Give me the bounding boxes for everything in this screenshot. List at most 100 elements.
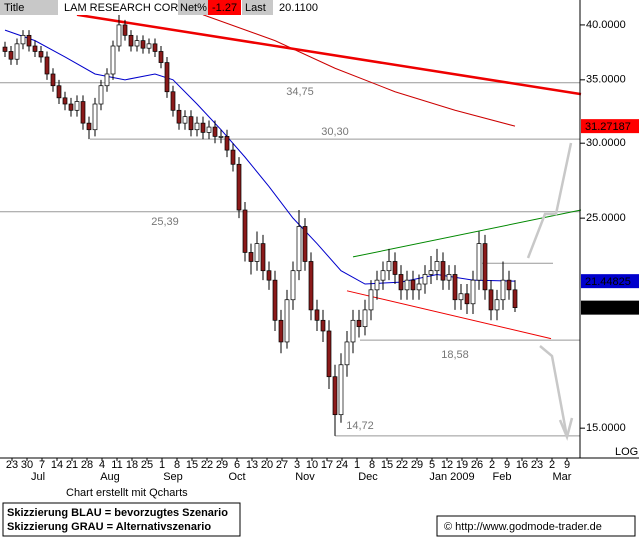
candle-body — [170, 91, 176, 111]
candle-body — [326, 330, 332, 378]
candle-body — [164, 62, 170, 93]
x-tick-label: 22 — [396, 459, 408, 471]
candle-body — [482, 243, 488, 291]
x-tick-label: 12 — [441, 459, 453, 471]
candle-body — [236, 163, 242, 211]
candle-body — [218, 136, 224, 138]
candle-body — [500, 279, 506, 301]
candle-body — [290, 270, 296, 301]
candle-body — [512, 289, 518, 308]
price-tag-label: 20.1100 — [585, 303, 624, 315]
y-tick-label: 30.0000 — [586, 137, 626, 149]
level-label: 14,72 — [346, 420, 374, 432]
note-blue: Skizzierung BLAU = bevorzugtes Szenario — [7, 507, 228, 519]
month-label: Nov — [295, 471, 315, 483]
y-tick-label: 35.0000 — [586, 74, 626, 86]
candle-body — [428, 270, 434, 275]
plot-area: 34,75 30,30 25,39 18,58 14,72 — [0, 13, 582, 437]
sketch-down — [539, 345, 569, 438]
level-label: 34,75 — [286, 86, 314, 98]
candle-body — [26, 34, 32, 47]
x-tick-label: 30 — [21, 459, 33, 471]
candle-body — [296, 226, 302, 272]
candle-body — [80, 101, 86, 124]
candle-body — [302, 226, 308, 262]
candle-body — [110, 45, 116, 75]
price-tag — [581, 119, 639, 134]
candle-body — [332, 376, 338, 416]
candle-body — [404, 279, 410, 291]
title-box-text: Title — [4, 2, 24, 14]
candle-body — [398, 274, 404, 291]
candle-body — [248, 252, 254, 262]
candle-body — [272, 279, 278, 321]
month-label: Jan 2009 — [429, 471, 474, 483]
candle-body — [368, 289, 374, 311]
credit: Chart erstellt mit Qcharts — [66, 487, 188, 499]
candle-body — [188, 116, 194, 131]
x-tick-label: 24 — [336, 459, 348, 471]
candle-body — [128, 34, 134, 47]
last-label-box — [242, 0, 273, 15]
candle-body — [104, 73, 110, 87]
month-label: Jul — [31, 471, 45, 483]
price-tag — [581, 300, 639, 315]
price-tag-label: 21.44825 — [585, 276, 631, 288]
x-tick-label: 14 — [51, 459, 63, 471]
x-tick-label: 16 — [516, 459, 528, 471]
candle-body — [356, 319, 362, 328]
trendline — [346, 290, 552, 340]
candle-body — [458, 293, 464, 301]
month-label: Mar — [553, 471, 572, 483]
candle-body — [338, 364, 344, 416]
y-tick-label: 40.0000 — [586, 19, 626, 31]
candle-body — [344, 341, 350, 366]
candle-body — [314, 309, 320, 321]
candle-body — [68, 103, 74, 111]
x-tick-label: 26 — [471, 459, 483, 471]
net-value: -1.27 — [212, 2, 237, 14]
level-label: 25,39 — [151, 216, 179, 228]
candle-body — [20, 34, 26, 45]
x-tick-label: 21 — [66, 459, 78, 471]
x-tick-label: 2 — [549, 459, 555, 471]
candle-body — [158, 51, 164, 63]
header: Title LAM RESEARCH CORP Net% -1.27 Last … — [0, 0, 323, 15]
x-tick-label: 29 — [411, 459, 423, 471]
candle-body — [380, 270, 386, 281]
ticker-name: LAM RESEARCH CORP — [64, 2, 186, 14]
candle-body — [194, 122, 200, 131]
level-label: 30,30 — [321, 126, 349, 138]
moving-average — [202, 14, 516, 127]
x-tick-label: 9 — [504, 459, 510, 471]
candle-body — [62, 97, 68, 105]
x-tick-label: 1 — [354, 459, 360, 471]
candle-body — [374, 279, 380, 291]
candle-body — [284, 299, 290, 343]
candle-body — [392, 261, 398, 275]
price-tag — [581, 274, 639, 289]
x-tick-label: 18 — [126, 459, 138, 471]
note-box — [2, 502, 241, 537]
x-tick-label: 11 — [111, 459, 122, 471]
candle-body — [362, 309, 368, 328]
candle-body — [2, 46, 8, 52]
candle-body — [308, 261, 314, 311]
candle-body — [506, 279, 512, 291]
x-tick-label: 15 — [186, 459, 198, 471]
x-tick-label: 9 — [564, 459, 570, 471]
candle-body — [50, 73, 56, 87]
candle-body — [74, 101, 80, 111]
x-tick-label: 1 — [159, 459, 165, 471]
candle-body — [92, 103, 98, 131]
candle-body — [494, 299, 500, 311]
x-tick-label: 19 — [456, 459, 468, 471]
scale-label: LOG — [615, 446, 638, 458]
net-box — [208, 0, 241, 15]
x-tick-label: 7 — [39, 459, 45, 471]
candle-body — [386, 261, 392, 272]
x-tick-label: 23 — [6, 459, 18, 471]
candle-body — [116, 24, 122, 47]
candle-body — [200, 122, 206, 133]
candle-body — [416, 283, 422, 291]
